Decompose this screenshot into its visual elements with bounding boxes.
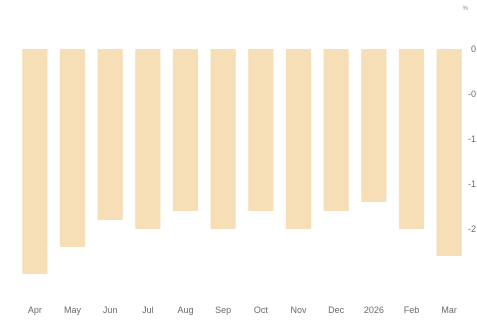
bar-jul <box>135 49 161 229</box>
bar-oct <box>248 49 274 211</box>
bar-mar <box>436 49 462 256</box>
bar-jun <box>97 49 123 220</box>
bar-2026 <box>361 49 387 202</box>
bar-aug <box>172 49 199 211</box>
bar-dec <box>323 49 349 211</box>
x-tick-label: 2026 <box>364 305 384 315</box>
x-tick-label: Nov <box>290 305 307 315</box>
x-tick-label: Sep <box>215 305 231 315</box>
y-tick-labels: 0 -0 -1 -1 -2 <box>468 44 476 234</box>
bar-sep <box>210 49 236 229</box>
unit-label: % <box>463 6 469 12</box>
x-tick-label: Feb <box>404 305 420 315</box>
x-tick-label: Jul <box>142 305 154 315</box>
x-tick-label: Mar <box>441 305 457 315</box>
x-tick-label: Jun <box>103 305 118 315</box>
x-tick-labels: Apr May Jun Jul Aug Sep Oct Nov Dec 2026 Feb Mar <box>28 305 457 315</box>
y-tick-label: 0 <box>471 44 476 54</box>
y-tick-label: -1 <box>468 179 476 189</box>
bar-feb <box>398 49 425 229</box>
x-tick-label: Apr <box>28 305 42 315</box>
x-tick-label: Aug <box>177 305 193 315</box>
bar-may <box>59 49 86 247</box>
y-tick-label: -2 <box>468 224 476 234</box>
bar-nov <box>285 49 312 229</box>
bar-apr <box>22 49 48 274</box>
y-tick-label: -0 <box>468 89 476 99</box>
x-tick-label: Dec <box>328 305 345 315</box>
x-tick-label: May <box>64 305 82 315</box>
x-tick-label: Oct <box>254 305 269 315</box>
y-tick-label: -1 <box>468 134 476 144</box>
bars-group <box>22 49 462 274</box>
